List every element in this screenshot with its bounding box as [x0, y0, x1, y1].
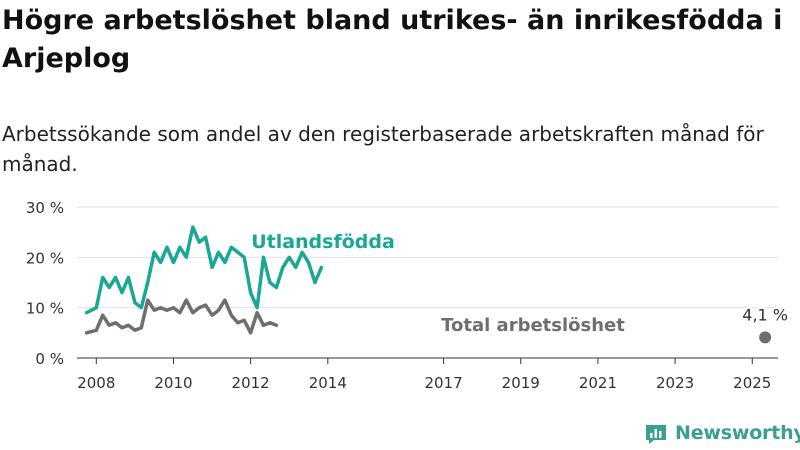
series-line-utlandsfodda	[84, 225, 324, 315]
x-tick-label: 2014	[309, 374, 347, 392]
brand-name: Newsworthy	[675, 422, 800, 444]
newsworthy-logo-icon	[646, 425, 666, 444]
brand: Newsworthy	[645, 420, 800, 446]
x-axis: 2008 2010 2012 2014 2017 2019 2021 2023 2025	[77, 357, 778, 392]
page-subtitle: Arbetssökande som andel av den registerb…	[2, 122, 764, 176]
series-label-total: Total arbetslöshet	[441, 315, 625, 336]
series-label-utlandsfodda: Utlandsfödda	[251, 231, 395, 253]
y-tick-label: 10 %	[26, 300, 64, 318]
x-tick-label: 2019	[502, 374, 540, 392]
y-tick-label: 0 %	[35, 350, 64, 368]
y-tick-label: 30 %	[26, 199, 64, 217]
series-line-total	[84, 298, 279, 335]
x-tick-label: 2025	[733, 374, 771, 392]
x-tick-label: 2021	[579, 374, 617, 392]
series-label-halo: Total arbetslöshet	[441, 315, 625, 336]
y-tick-label: 20 %	[26, 249, 64, 267]
series-label-halo: Utlandsfödda	[251, 231, 395, 253]
x-tick-label: 2008	[77, 374, 115, 392]
series-lines	[84, 225, 324, 335]
end-value-label: 4,1 %	[742, 305, 788, 324]
x-tick-label: 2023	[656, 374, 694, 392]
gridlines	[77, 206, 778, 309]
y-axis: 0 % 10 % 20 % 30 %	[26, 199, 64, 368]
end-point-marker	[759, 331, 772, 344]
x-tick-label: 2010	[154, 374, 192, 392]
page-title: Högre arbetslöshet bland utrikes- än inr…	[2, 5, 783, 74]
x-tick-label: 2017	[424, 374, 462, 392]
end-value-label-halo: 4,1 %	[742, 305, 788, 324]
x-tick-label: 2012	[232, 374, 270, 392]
